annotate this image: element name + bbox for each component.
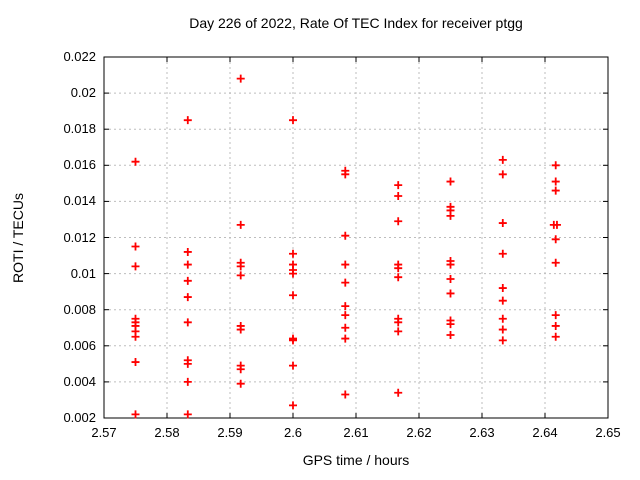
data-point-marker <box>131 410 140 419</box>
data-point-marker <box>341 311 350 320</box>
data-point-marker <box>183 377 192 386</box>
data-point-marker <box>394 388 403 397</box>
data-point-marker <box>183 359 192 368</box>
y-tick-label: 0.02 <box>70 85 96 101</box>
data-point-marker <box>131 332 140 341</box>
data-point-marker <box>551 186 560 195</box>
data-point-marker <box>498 336 507 345</box>
data-point-marker <box>551 311 560 320</box>
data-point-marker <box>394 191 403 200</box>
data-point-marker <box>551 177 560 186</box>
data-point-marker <box>394 264 403 273</box>
x-tick-label: 2.65 <box>595 425 621 440</box>
data-point-marker <box>131 242 140 251</box>
y-tick-label: 0.014 <box>63 193 96 209</box>
data-point-marker <box>446 211 455 220</box>
x-tick-label: 2.64 <box>532 425 558 440</box>
data-point-marker <box>289 401 297 410</box>
data-point-marker <box>341 260 350 269</box>
data-point-marker <box>551 332 560 341</box>
data-point-marker <box>289 291 297 300</box>
data-point-marker <box>394 327 403 336</box>
data-point-marker <box>236 74 245 83</box>
data-point-marker <box>341 334 350 343</box>
data-point-marker <box>394 318 403 327</box>
data-point-marker <box>183 318 192 327</box>
data-point-marker <box>236 365 245 374</box>
y-tick-label: 0.016 <box>63 157 96 173</box>
data-point-marker <box>236 379 245 388</box>
y-tick-label: 0.012 <box>63 229 96 245</box>
data-point-marker <box>341 278 350 287</box>
y-tick-label: 0.006 <box>63 337 96 353</box>
data-point-marker <box>498 170 507 179</box>
y-tick-label: 0.022 <box>63 49 96 64</box>
data-point-marker <box>551 161 560 170</box>
data-point-marker <box>183 116 192 125</box>
data-point-marker <box>183 276 192 285</box>
data-point-marker <box>498 249 507 258</box>
data-point-marker <box>446 320 455 329</box>
data-point-marker <box>446 275 455 284</box>
x-tick-label: 2.62 <box>406 425 432 440</box>
data-point-marker <box>498 314 507 323</box>
data-point-marker <box>341 302 350 311</box>
y-tick-label: 0.01 <box>70 265 96 281</box>
data-point-marker <box>498 155 507 164</box>
y-tick-label: 0.004 <box>63 373 96 389</box>
data-point-marker <box>183 247 192 256</box>
data-point-marker <box>446 260 455 269</box>
x-tick-label: 2.61 <box>343 425 369 440</box>
data-point-marker <box>498 219 507 228</box>
data-point-marker <box>236 271 245 280</box>
data-point-marker <box>289 361 297 370</box>
data-point-marker <box>131 157 140 166</box>
data-point-marker <box>551 235 560 244</box>
data-point-marker <box>551 321 560 330</box>
data-point-marker <box>183 410 192 419</box>
data-point-marker <box>289 336 297 345</box>
data-point-marker <box>289 116 297 125</box>
data-point-marker <box>131 358 140 367</box>
x-tick-label: 2.6 <box>283 425 303 440</box>
data-point-marker <box>341 170 350 179</box>
x-tick-label: 2.59 <box>217 425 243 440</box>
data-point-marker <box>131 262 140 271</box>
data-point-marker <box>183 293 192 302</box>
y-tick-label: 0.002 <box>63 410 96 425</box>
data-point-marker <box>236 325 245 334</box>
data-point-marker <box>394 217 403 226</box>
data-point-marker <box>552 220 561 229</box>
data-point-marker <box>498 296 507 305</box>
chart-title: Day 226 of 2022, Rate Of TEC Index for r… <box>189 15 523 31</box>
x-tick-label: 2.58 <box>154 425 180 440</box>
data-point-marker <box>446 177 455 186</box>
x-tick-label: 2.63 <box>469 425 495 440</box>
data-point-marker <box>446 289 455 298</box>
y-tick-label: 0.018 <box>63 121 96 137</box>
data-point-marker <box>341 231 350 240</box>
data-point-marker <box>289 269 297 278</box>
data-point-marker <box>341 390 350 399</box>
data-point-marker <box>498 325 507 334</box>
data-point-marker <box>183 260 192 269</box>
data-point-marker <box>289 249 297 258</box>
data-point-marker <box>551 258 560 267</box>
y-tick-label: 0.008 <box>63 301 96 317</box>
data-point-marker <box>498 284 507 293</box>
x-axis-label: GPS time / hours <box>302 452 410 468</box>
data-point-marker <box>236 220 245 229</box>
x-tick-label: 2.57 <box>91 425 117 440</box>
plot-border <box>103 56 609 419</box>
data-point-marker <box>446 330 455 339</box>
data-point-marker <box>394 181 403 190</box>
data-point-marker <box>236 262 245 271</box>
data-point-marker <box>394 273 403 282</box>
data-point-marker <box>341 323 350 332</box>
